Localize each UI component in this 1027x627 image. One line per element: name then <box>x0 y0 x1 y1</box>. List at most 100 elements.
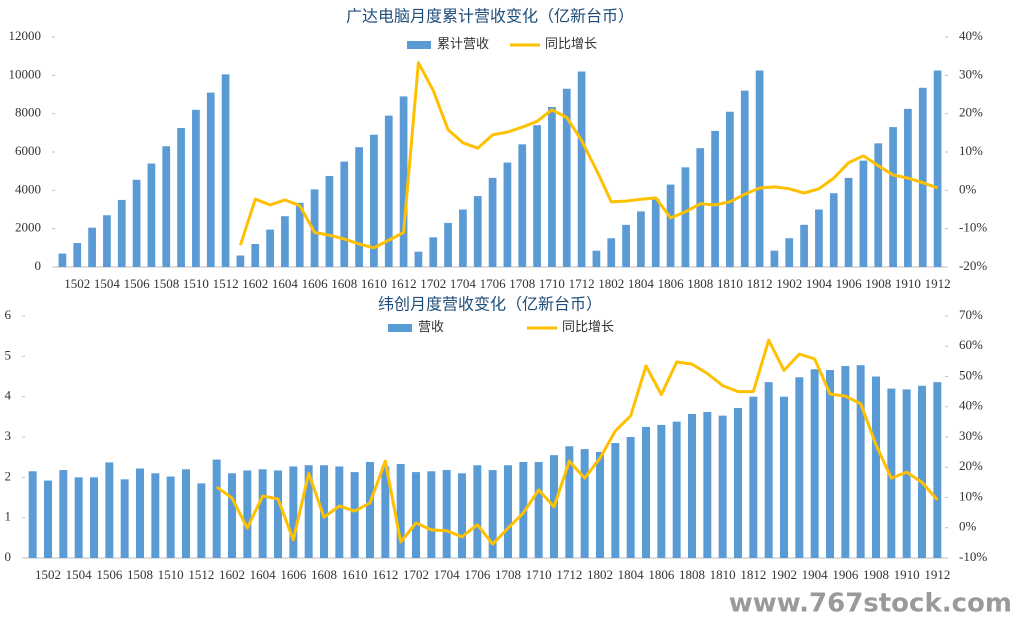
y2-tick-label: 0% <box>959 181 977 196</box>
x-tick-label: 1804 <box>628 276 655 291</box>
x-tick-label: 1802 <box>598 276 624 291</box>
bar <box>740 90 749 268</box>
y-tick-label: 0 <box>5 549 12 564</box>
y2-tick-label: -10% <box>959 220 987 235</box>
y-tick-label: 6000 <box>15 143 41 158</box>
bar <box>355 147 363 267</box>
bar <box>442 470 451 558</box>
x-tick-label: 1912 <box>925 276 951 291</box>
bar <box>281 216 289 267</box>
x-tick-label: 1806 <box>658 276 685 291</box>
x-tick-label: 1510 <box>158 567 184 582</box>
chart-title: 广达电脑月度累计营收变化（亿新台币） <box>346 8 634 26</box>
bar <box>681 167 690 267</box>
y-tick-label: 10000 <box>9 66 42 81</box>
y-tick-label: 2 <box>5 468 12 483</box>
x-tick-label: 1610 <box>361 276 387 291</box>
bar <box>105 462 114 558</box>
bar <box>657 424 666 558</box>
x-tick-label: 1804 <box>618 567 645 582</box>
x-tick-label: 1604 <box>272 276 299 291</box>
bar <box>829 193 838 267</box>
x-tick-label: 1506 <box>96 567 123 582</box>
bar <box>350 472 359 558</box>
bar <box>642 426 650 558</box>
bar <box>933 70 942 268</box>
bar <box>381 466 390 558</box>
y2-tick-label: 40% <box>959 28 983 43</box>
legend-swatch <box>407 41 431 49</box>
x-tick-label: 1712 <box>556 567 582 582</box>
y-tick-label: 3 <box>5 428 12 443</box>
y-tick-label: 8000 <box>15 105 41 120</box>
bar <box>718 415 727 558</box>
legend-label: 累计营收 <box>437 36 489 51</box>
bar <box>429 237 438 267</box>
bar <box>534 462 543 558</box>
bar <box>596 451 604 558</box>
bar <box>236 255 245 267</box>
x-tick-label: 1502 <box>64 276 90 291</box>
bar <box>473 196 482 267</box>
x-tick-label: 1812 <box>747 276 773 291</box>
bar <box>251 244 260 267</box>
bar <box>800 224 808 267</box>
y2-tick-label: -10% <box>959 549 987 564</box>
bar <box>810 369 819 558</box>
x-tick-label: 1902 <box>776 276 802 291</box>
bar <box>258 469 267 558</box>
x-tick-label: 1502 <box>35 567 61 582</box>
x-tick-label: 1810 <box>717 276 743 291</box>
bar <box>874 143 883 267</box>
bar <box>147 163 156 267</box>
x-tick-label: 1802 <box>587 567 613 582</box>
x-tick-label: 1812 <box>740 567 766 582</box>
bar <box>533 125 541 268</box>
bar <box>607 238 616 267</box>
y-tick-label: 12000 <box>9 28 42 43</box>
bar <box>136 468 144 558</box>
bar <box>384 115 393 267</box>
bar <box>473 465 482 558</box>
line <box>215 338 939 546</box>
bar <box>399 96 408 268</box>
bar <box>320 465 328 558</box>
y2-tick-label: 20% <box>959 105 983 120</box>
bar <box>221 74 230 267</box>
bar <box>444 222 452 267</box>
x-tick-label: 1904 <box>802 567 829 582</box>
bar <box>58 253 67 267</box>
x-tick-label: 1608 <box>311 567 337 582</box>
bar <box>703 411 712 558</box>
bar <box>504 465 512 558</box>
bar <box>289 466 298 558</box>
bar <box>770 250 779 267</box>
y2-tick-label: 30% <box>959 428 983 443</box>
x-tick-label: 1902 <box>771 567 797 582</box>
x-tick-label: 1910 <box>895 276 921 291</box>
bar <box>459 209 467 267</box>
x-tick-label: 1510 <box>183 276 209 291</box>
x-tick-label: 1808 <box>687 276 713 291</box>
bar <box>726 111 734 267</box>
x-tick-label: 1908 <box>865 276 891 291</box>
bar <box>166 476 175 558</box>
bar <box>325 175 334 267</box>
bar <box>872 376 880 558</box>
bar <box>795 377 804 558</box>
legend-label: 同比增长 <box>562 319 614 334</box>
x-tick-label: 1912 <box>924 567 950 582</box>
x-tick-label: 1908 <box>863 567 889 582</box>
bar <box>162 146 171 267</box>
x-tick-label: 1704 <box>450 276 477 291</box>
bar <box>841 366 850 558</box>
legend-label: 同比增长 <box>545 36 597 51</box>
bar <box>182 469 190 558</box>
x-tick-label: 1708 <box>509 276 535 291</box>
x-tick-label: 1906 <box>836 276 863 291</box>
y2-tick-label: 10% <box>959 488 983 503</box>
x-tick-label: 1606 <box>302 276 329 291</box>
bar <box>243 470 252 558</box>
y2-tick-label: 0% <box>959 519 977 534</box>
y-tick-label: 0 <box>35 258 42 273</box>
